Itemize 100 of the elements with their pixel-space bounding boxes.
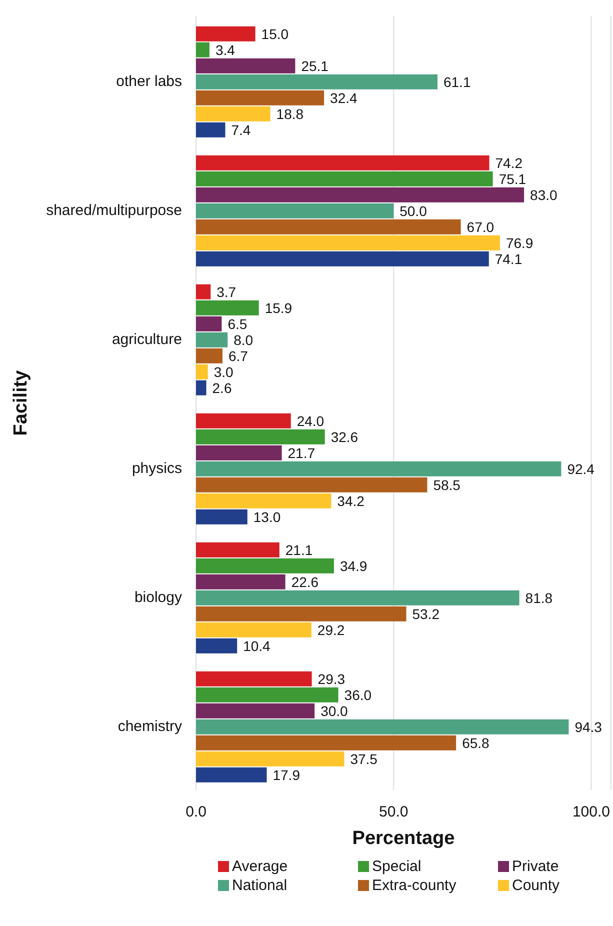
bar [196, 413, 291, 428]
bar [196, 74, 438, 90]
bar [196, 106, 270, 122]
data-label: 32.6 [330, 428, 358, 445]
data-label: 36.0 [344, 686, 372, 703]
bar [196, 155, 490, 170]
bar [196, 348, 222, 364]
bar [196, 332, 228, 348]
data-label: 3.4 [215, 42, 236, 58]
bar [196, 364, 208, 380]
data-label: 83.0 [530, 186, 558, 203]
bar [196, 187, 524, 202]
bar [196, 203, 394, 218]
bar [196, 751, 344, 766]
bar [196, 461, 562, 476]
legend-label: Special [371, 858, 422, 875]
legend-label: County [511, 877, 561, 894]
bar [196, 509, 248, 524]
bar [196, 767, 267, 782]
data-label: 34.9 [340, 558, 368, 574]
bar [196, 171, 493, 186]
data-label: 18.8 [276, 106, 304, 122]
data-label: 74.1 [494, 250, 522, 267]
data-label: 29.2 [317, 622, 345, 638]
bar [196, 122, 226, 138]
bar [196, 429, 325, 444]
bar [196, 219, 461, 234]
x-tick-label: 100.0 [572, 804, 610, 821]
data-label: 7.4 [231, 122, 251, 138]
bar [196, 316, 222, 332]
bar [196, 542, 280, 558]
bar [196, 477, 428, 492]
bar [196, 235, 500, 250]
legend-label: Private [511, 858, 560, 875]
data-label: 74.2 [495, 154, 523, 171]
bar [196, 735, 456, 750]
data-label: 25.1 [301, 58, 329, 74]
bar [196, 380, 206, 396]
data-label: 75.1 [498, 170, 526, 187]
data-label: 22.6 [291, 574, 319, 590]
legend-label: Average [231, 858, 289, 875]
bar [196, 606, 406, 622]
legend-label: National [231, 877, 288, 894]
bar [196, 26, 256, 42]
y-tick-label: shared/multipurpose [46, 202, 182, 219]
data-label: 50.0 [400, 202, 428, 219]
bar [196, 90, 324, 106]
data-label: 30.0 [320, 702, 348, 719]
y-tick-label: chemistry [118, 718, 182, 735]
data-label: 13.0 [253, 508, 281, 525]
data-label: 15.0 [261, 26, 289, 42]
x-tick-label: 50.0 [379, 804, 408, 821]
y-tick-label: agriculture [112, 330, 182, 348]
x-tick-label: 0.0 [186, 804, 206, 821]
data-label: 21.1 [285, 542, 313, 558]
bar [196, 574, 286, 590]
data-label: 34.2 [337, 492, 365, 509]
data-label: 32.4 [330, 90, 358, 106]
data-label: 53.2 [412, 606, 440, 622]
x-axis-title: Percentage [352, 828, 455, 849]
bar [196, 671, 312, 686]
bar [196, 590, 520, 606]
data-label: 3.0 [214, 364, 234, 380]
data-label: 81.8 [525, 590, 553, 606]
data-label: 94.3 [574, 718, 602, 735]
y-tick-label: physics [132, 460, 182, 477]
bar [196, 58, 296, 74]
data-label: 65.8 [462, 734, 490, 751]
y-tick-label: other labs [116, 72, 182, 90]
data-label: 58.5 [433, 476, 461, 493]
bar [196, 284, 211, 300]
bar [196, 687, 338, 702]
data-label: 6.5 [228, 316, 248, 332]
data-label: 92.4 [567, 460, 595, 477]
y-tick-label: biology [134, 588, 182, 606]
bar [196, 558, 334, 574]
data-label: 24.0 [296, 412, 324, 429]
data-label: 61.1 [443, 74, 471, 90]
bar [196, 719, 569, 734]
bar [196, 445, 282, 460]
bar [196, 300, 259, 316]
bar [196, 622, 312, 638]
data-label: 8.0 [234, 332, 254, 348]
data-label: 29.3 [318, 670, 346, 687]
data-label: 76.9 [506, 234, 534, 251]
bar [196, 493, 332, 508]
bar [196, 42, 210, 58]
bar [196, 703, 315, 718]
data-label: 6.7 [228, 348, 248, 364]
data-label: 21.7 [288, 444, 316, 461]
data-label: 37.5 [350, 750, 378, 767]
y-axis-title: Facility [10, 370, 32, 436]
bar [196, 251, 489, 266]
data-label: 67.0 [466, 218, 494, 235]
data-label: 3.7 [216, 284, 236, 300]
data-label: 2.6 [212, 380, 232, 396]
data-label: 10.4 [243, 638, 271, 654]
legend-label: Extra-county [371, 877, 458, 894]
bar [196, 638, 238, 654]
data-label: 15.9 [264, 300, 292, 316]
